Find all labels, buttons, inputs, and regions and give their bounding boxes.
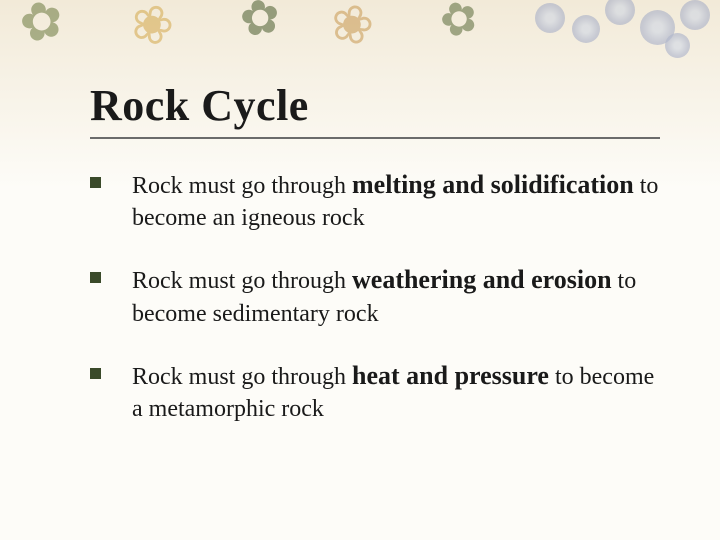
square-bullet-icon <box>90 177 101 188</box>
bullet-text-bold: weathering and erosion <box>352 265 612 294</box>
bullet-text-pre: Rock must go through <box>132 173 352 199</box>
square-bullet-icon <box>90 368 101 379</box>
slide-content: Rock Cycle Rock must go through melting … <box>0 0 720 494</box>
bullet-text-bold: melting and solidification <box>352 170 634 199</box>
bullet-item: Rock must go through weathering and eros… <box>90 262 660 330</box>
bullet-text-bold: heat and pressure <box>352 361 549 390</box>
bullet-item: Rock must go through melting and solidif… <box>90 167 660 235</box>
square-bullet-icon <box>90 272 101 283</box>
bullet-item: Rock must go through heat and pressure t… <box>90 358 660 426</box>
bullet-list: Rock must go through melting and solidif… <box>90 167 660 426</box>
title-underline <box>90 137 660 139</box>
bullet-text-pre: Rock must go through <box>132 364 352 390</box>
bullet-text-pre: Rock must go through <box>132 268 352 294</box>
slide-title: Rock Cycle <box>90 80 660 131</box>
